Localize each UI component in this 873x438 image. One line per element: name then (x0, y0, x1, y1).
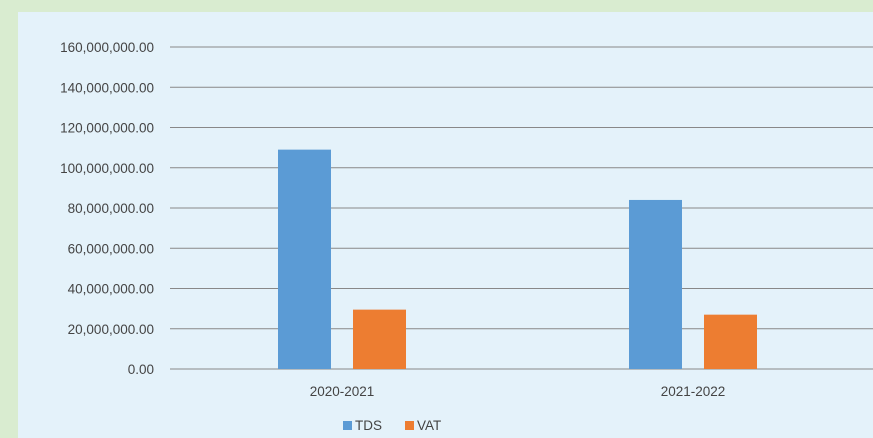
y-tick-label: 80,000,000.00 (68, 201, 154, 216)
y-tick-label: 20,000,000.00 (68, 322, 154, 337)
y-tick-label: 60,000,000.00 (68, 241, 154, 256)
bar-tds-2021-2022 (629, 199, 682, 369)
bar-vat-2021-2022 (704, 314, 757, 369)
y-tick-label: 40,000,000.00 (68, 282, 154, 297)
y-tick-label: 120,000,000.00 (60, 121, 154, 136)
y-tick-label: 140,000,000.00 (60, 80, 154, 95)
legend-label-vat: VAT (417, 418, 441, 433)
legend-swatch-tds (343, 421, 352, 430)
legend-label-tds: TDS (355, 418, 382, 433)
bar-vat-2020-2021 (353, 309, 406, 369)
legend-swatch-vat (405, 421, 414, 430)
x-category-label: 2021-2022 (661, 384, 726, 399)
y-tick-label: 0.00 (128, 362, 154, 377)
y-tick-label: 160,000,000.00 (60, 40, 154, 55)
y-tick-label: 100,000,000.00 (60, 161, 154, 176)
x-category-label: 2020-2021 (310, 384, 375, 399)
bar-tds-2020-2021 (278, 149, 331, 369)
